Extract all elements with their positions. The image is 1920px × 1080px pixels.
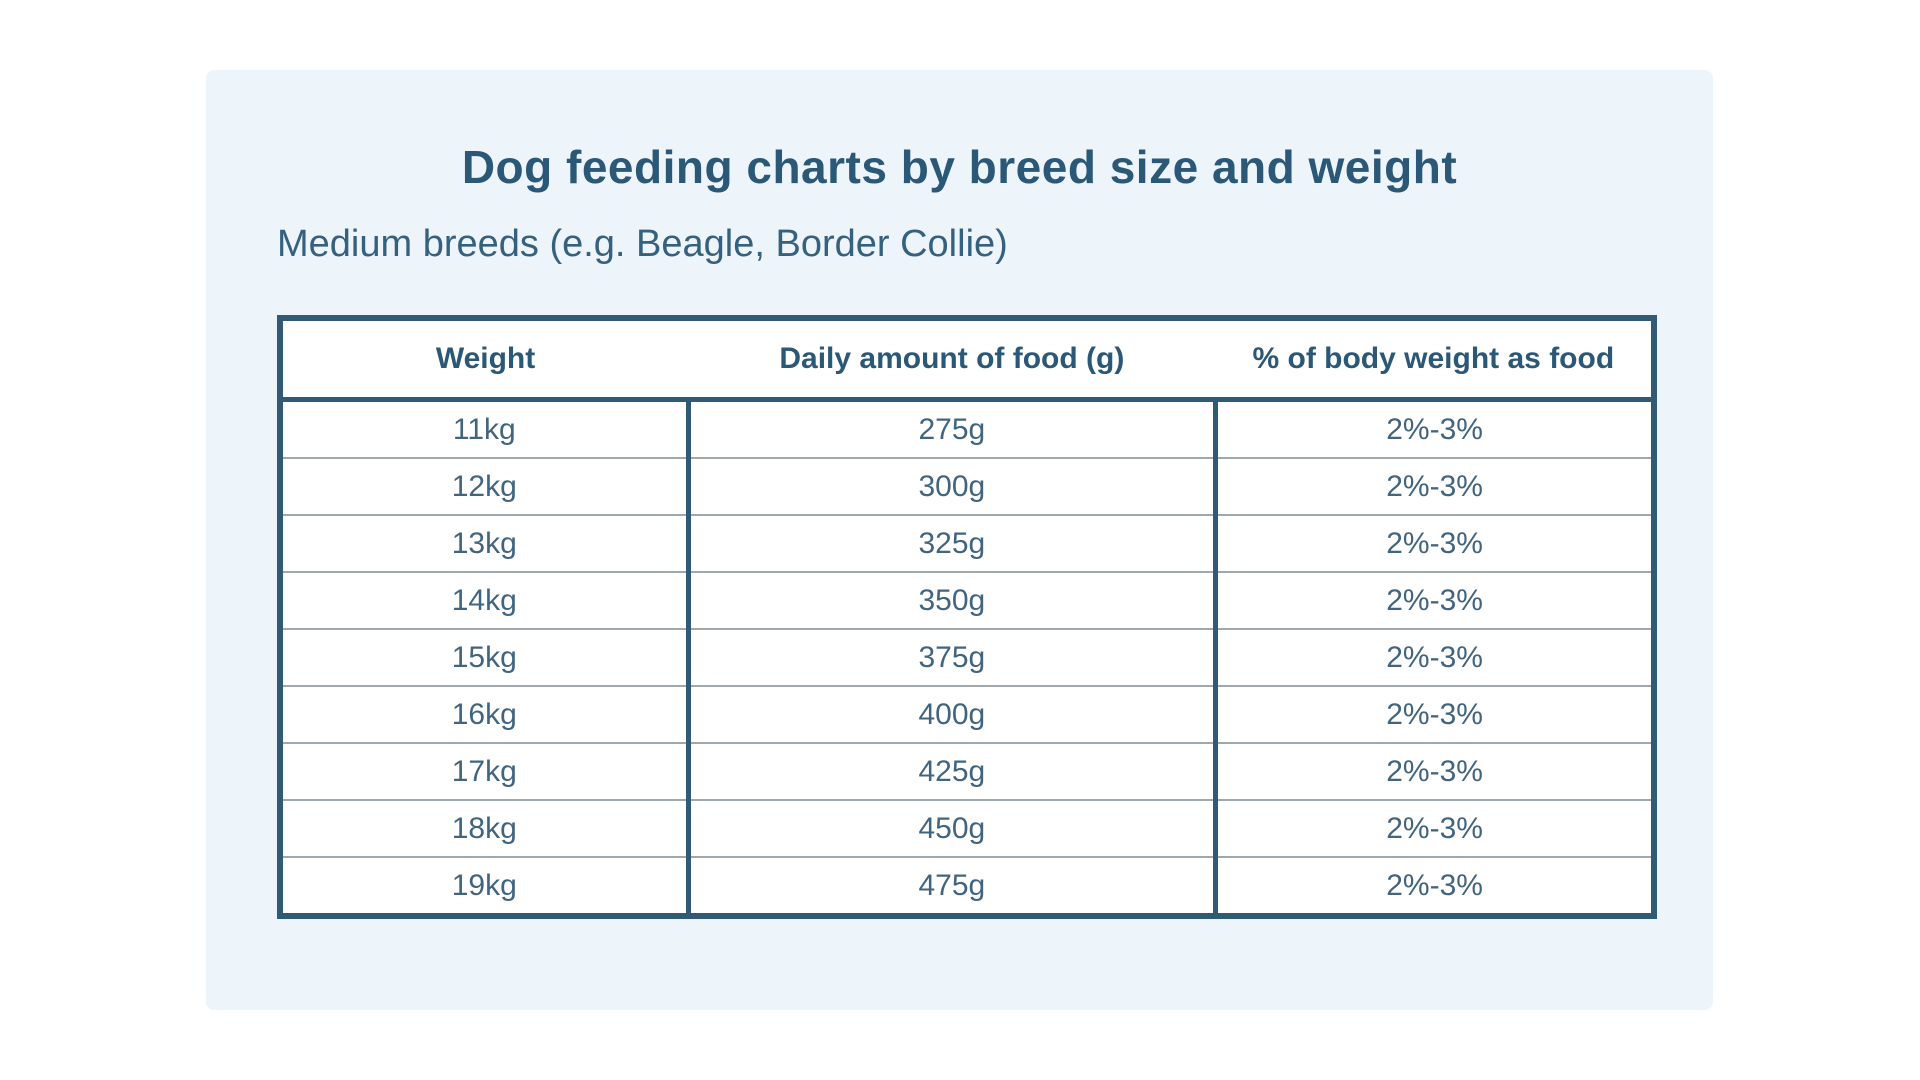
cell-weight: 18kg [280, 799, 691, 857]
cell-daily-amount: 300g [688, 457, 1219, 515]
cell-daily-amount: 350g [688, 571, 1219, 629]
feeding-chart-card: Dog feeding charts by breed size and wei… [206, 70, 1713, 1010]
cell-percent-body-weight: 2%-3% [1215, 457, 1654, 515]
cell-percent-body-weight: 2%-3% [1215, 799, 1654, 857]
cell-daily-amount: 425g [688, 742, 1219, 800]
header-percent-body-weight: % of body weight as food [1215, 318, 1654, 402]
cell-percent-body-weight: 2%-3% [1215, 742, 1654, 800]
cell-percent-body-weight: 2%-3% [1215, 685, 1654, 743]
cell-percent-body-weight: 2%-3% [1215, 856, 1654, 916]
cell-weight: 14kg [280, 571, 691, 629]
table-row: 17kg 425g 2%-3% [280, 742, 1654, 800]
cell-daily-amount: 475g [688, 856, 1219, 916]
table-row: 13kg 325g 2%-3% [280, 514, 1654, 572]
cell-weight: 19kg [280, 856, 691, 916]
cell-percent-body-weight: 2%-3% [1215, 514, 1654, 572]
table-row: 11kg 275g 2%-3% [280, 399, 1654, 458]
cell-weight: 13kg [280, 514, 691, 572]
table-row: 12kg 300g 2%-3% [280, 457, 1654, 515]
cell-daily-amount: 325g [688, 514, 1219, 572]
cell-weight: 11kg [280, 399, 691, 458]
cell-weight: 15kg [280, 628, 691, 686]
table-row: 19kg 475g 2%-3% [280, 856, 1654, 916]
cell-weight: 17kg [280, 742, 691, 800]
feeding-table: Weight Daily amount of food (g) % of bod… [277, 315, 1657, 919]
cell-daily-amount: 375g [688, 628, 1219, 686]
table-header: Weight Daily amount of food (g) % of bod… [280, 318, 1654, 402]
page-title: Dog feeding charts by breed size and wei… [461, 141, 1458, 193]
cell-daily-amount: 450g [688, 799, 1219, 857]
cell-daily-amount: 275g [688, 399, 1219, 458]
cell-weight: 12kg [280, 457, 691, 515]
cell-percent-body-weight: 2%-3% [1215, 628, 1654, 686]
table-row: 15kg 375g 2%-3% [280, 628, 1654, 686]
cell-weight: 16kg [280, 685, 691, 743]
header-weight: Weight [280, 318, 689, 402]
table-row: 16kg 400g 2%-3% [280, 685, 1654, 743]
table-body: 11kg 275g 2%-3% 12kg 300g 2%-3% 13kg 325g 2%-3% 1… [280, 399, 1654, 916]
table-row: 18kg 450g 2%-3% [280, 799, 1654, 857]
table-header-row: Weight Daily amount of food (g) % of bod… [280, 318, 1654, 402]
cell-percent-body-weight: 2%-3% [1215, 571, 1654, 629]
cell-daily-amount: 400g [688, 685, 1219, 743]
cell-percent-body-weight: 2%-3% [1215, 399, 1654, 458]
header-daily-amount: Daily amount of food (g) [688, 318, 1216, 402]
page-subtitle: Medium breeds (e.g. Beagle, Border Colli… [277, 223, 1008, 265]
table-row: 14kg 350g 2%-3% [280, 571, 1654, 629]
